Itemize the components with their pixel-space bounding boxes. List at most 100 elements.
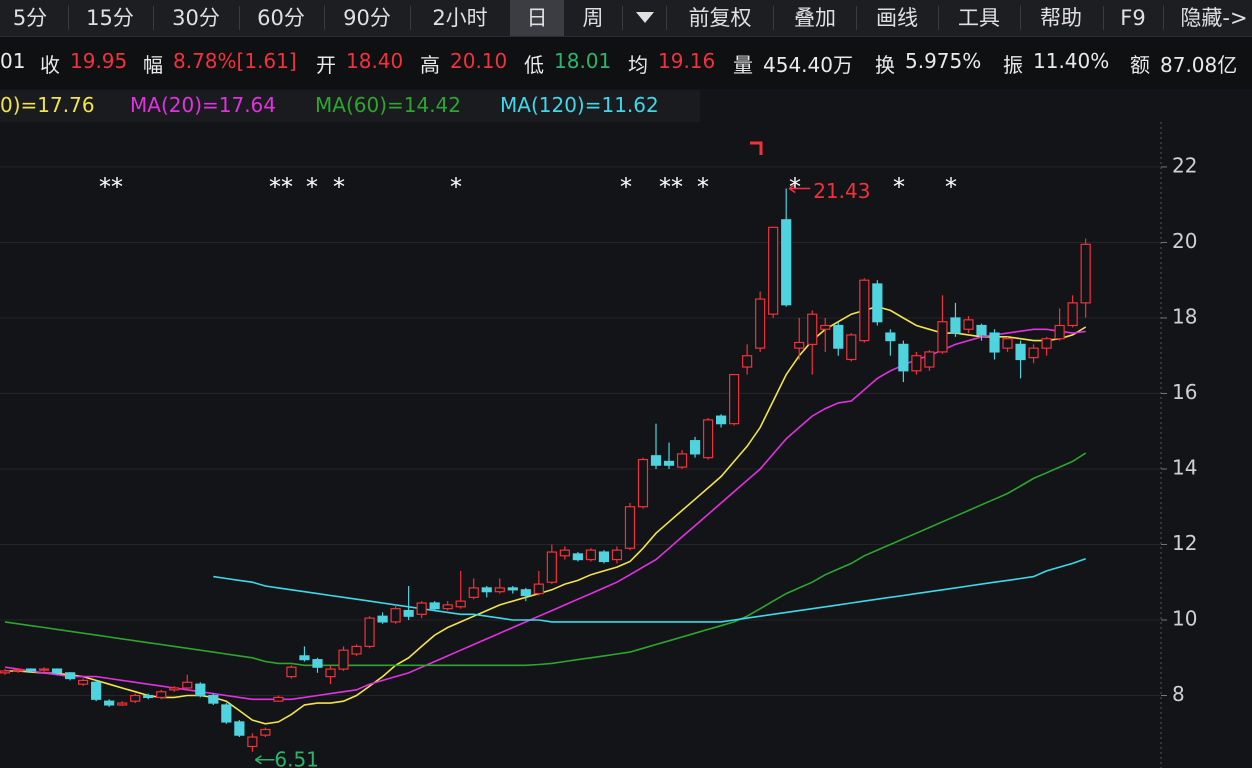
signal-marker: **: [659, 173, 683, 201]
candle-body: [286, 666, 297, 678]
quote-label: 量: [733, 53, 753, 77]
period-tab[interactable]: 日: [526, 6, 548, 30]
candle-body: [702, 419, 714, 459]
candle-body: [390, 608, 401, 623]
candle-body: [429, 602, 440, 610]
signal-marker: *: [697, 173, 709, 201]
signal-marker: *: [945, 173, 957, 201]
ma-line: [4, 328, 1086, 701]
menu-item[interactable]: 叠加: [794, 6, 836, 30]
candle-body: [208, 694, 219, 704]
candle-body: [1067, 302, 1078, 327]
period-tab[interactable]: 周: [582, 6, 604, 30]
candle-body: [1080, 243, 1091, 304]
y-tick-label: 8: [1172, 682, 1185, 706]
candle-body: [546, 551, 557, 583]
ma-line: [213, 558, 1086, 623]
quote-label: 振: [1003, 53, 1023, 77]
candle-body: [807, 313, 818, 345]
period-tab[interactable]: 60分: [257, 6, 305, 30]
y-tick-label: 10: [1172, 606, 1197, 630]
quote-value: 19.16: [658, 49, 716, 73]
quote-value: 19.95: [70, 49, 128, 73]
candle-body: [234, 721, 245, 736]
separator: [324, 6, 325, 30]
menu-item[interactable]: 隐藏->: [1180, 6, 1248, 30]
max-arrow-head: [788, 183, 796, 194]
y-tick-label: 16: [1172, 380, 1197, 404]
candle-body: [143, 694, 154, 698]
period-tab[interactable]: 90分: [343, 6, 391, 30]
candle-body: [468, 587, 479, 598]
candle-body: [338, 649, 349, 670]
candle-body: [403, 609, 414, 617]
legend-entry: MA(20)=17.64: [130, 93, 277, 117]
signal-marker: *: [450, 173, 462, 201]
candle-body: [585, 549, 597, 561]
y-tick-label: 12: [1172, 531, 1197, 555]
candle-body: [507, 587, 518, 591]
candle-body: [481, 587, 492, 593]
candle-body: [104, 700, 115, 706]
candle-body: [755, 298, 766, 349]
candle-body: [260, 728, 271, 736]
period-tab[interactable]: 30分: [172, 6, 220, 30]
menu-item[interactable]: F9: [1120, 6, 1146, 30]
candle-body: [937, 321, 948, 353]
candle-body: [325, 668, 336, 678]
candle-body: [312, 659, 323, 668]
period-tab[interactable]: 5分: [12, 6, 48, 30]
quote-label: 额: [1130, 53, 1150, 77]
quote-label: 收: [40, 53, 60, 77]
candle-body: [989, 332, 1000, 353]
menu-item[interactable]: 前复权: [688, 6, 752, 30]
candle-body: [963, 319, 974, 330]
candle-body: [416, 602, 427, 615]
candle-body: [689, 440, 701, 455]
candle-body: [572, 553, 583, 561]
quote-label: 低: [524, 53, 544, 77]
candle-body: [859, 279, 870, 342]
candle-body: [1041, 338, 1052, 349]
dropdown-icon[interactable]: [634, 0, 658, 36]
candle-body: [442, 604, 453, 610]
y-tick-label: 18: [1172, 304, 1197, 328]
candle-body: [351, 645, 362, 655]
signal-marker: **: [99, 173, 123, 201]
separator: [773, 6, 774, 30]
candle-body: [299, 655, 310, 661]
min-label: 6.51: [274, 747, 319, 768]
separator: [938, 6, 939, 30]
menu-item[interactable]: 画线: [876, 6, 918, 30]
candle-body: [598, 551, 610, 563]
separator: [239, 6, 240, 30]
separator: [1163, 6, 1164, 30]
candle-body: [169, 687, 180, 691]
candle-body: [156, 691, 167, 698]
quote-value: 18.01: [554, 49, 612, 73]
candle-body: [611, 549, 623, 561]
period-tab[interactable]: 15分: [86, 6, 134, 30]
menu-item[interactable]: 帮助: [1040, 6, 1082, 30]
candle-body: [872, 283, 883, 323]
candle-body: [663, 460, 675, 466]
candle-body: [195, 683, 206, 697]
quote-value: 20.10: [450, 49, 508, 73]
candle-body: [533, 583, 544, 595]
ma-line: [5, 305, 1087, 725]
candle-body: [781, 219, 792, 306]
candle-body: [950, 317, 961, 334]
quote-value: 5.975%: [905, 49, 982, 73]
quote-value: 18.40: [346, 49, 404, 73]
candle-body: [715, 415, 727, 425]
candle-body: [364, 617, 375, 648]
y-tick-label: 20: [1172, 229, 1197, 253]
menu-item[interactable]: 工具: [958, 6, 1000, 30]
signal-marker: **: [269, 173, 293, 201]
candle-body: [911, 355, 922, 372]
period-tab[interactable]: 2小时: [432, 6, 488, 30]
candle-body: [729, 373, 740, 425]
quote-label: 换: [875, 53, 895, 77]
quote-label: 高: [420, 53, 440, 77]
ma-legend: 0)=17.76 MA(20)=17.64 MA(60)=14.42 MA(120)=…: [0, 90, 700, 122]
